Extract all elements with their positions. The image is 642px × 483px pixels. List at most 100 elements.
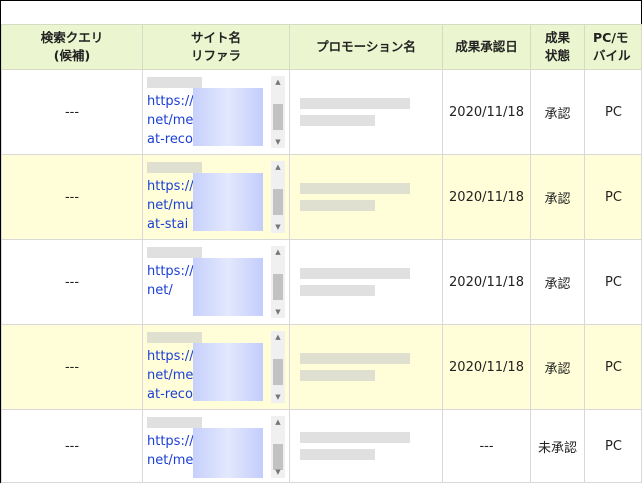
header-row: 検索クエリ (候補) サイト名リファラ プロモーション名 成果承認日 成果状態 P… xyxy=(1,24,642,70)
scroll-up-icon[interactable]: ▲ xyxy=(275,333,281,341)
referrer-link[interactable]: net/me xyxy=(147,113,194,128)
header-site-label: サイト名 xyxy=(190,30,241,45)
table-row: --- https:// net/mer at-recor ▲ ▼ 2020/11… xyxy=(1,324,642,410)
redacted-promotion xyxy=(300,370,375,381)
redacted-promotion xyxy=(300,449,375,460)
site-scroll-box[interactable]: https:// net/me at-recor xyxy=(147,73,289,151)
referrer-link[interactable]: at-recor xyxy=(147,132,199,147)
redacted-url xyxy=(193,173,263,231)
redacted-url xyxy=(193,428,263,478)
scroll-down-icon[interactable]: ▼ xyxy=(275,468,281,476)
results-table: 検索クエリ (候補) サイト名リファラ プロモーション名 成果承認日 成果状態 P… xyxy=(1,24,642,483)
scroll-up-icon[interactable]: ▲ xyxy=(275,418,281,426)
scroll-down-icon[interactable]: ▼ xyxy=(275,223,281,231)
site-scroll-box[interactable]: https:// net/mer at-recor xyxy=(147,328,289,406)
device-cell: PC xyxy=(584,409,642,483)
site-cell: https:// net/mu at-stai ▲ ▼ xyxy=(142,154,290,240)
scroll-down-icon[interactable]: ▼ xyxy=(275,308,281,316)
redacted-promotion xyxy=(300,353,410,364)
query-cell: --- xyxy=(1,239,143,325)
redacted-promotion xyxy=(300,285,375,296)
header-status-label: 成果 xyxy=(544,30,570,45)
promotion-cell xyxy=(289,324,443,410)
header-device: PC/モバイル xyxy=(584,24,642,70)
header-site: サイト名 リファラ xyxy=(142,24,290,70)
scroll-thumb[interactable] xyxy=(273,274,283,300)
device-cell: PC xyxy=(584,154,642,240)
scroll-thumb[interactable] xyxy=(273,104,283,130)
header-status: 成果 状態 xyxy=(530,24,585,70)
scrollbar[interactable]: ▲ ▼ xyxy=(271,246,285,318)
date-cell: --- xyxy=(442,409,531,483)
scrollbar[interactable]: ▲ ▼ xyxy=(271,76,285,148)
scroll-thumb[interactable] xyxy=(273,359,283,385)
query-cell: --- xyxy=(1,154,143,240)
header-site-sub: リファラ xyxy=(190,48,241,63)
device-cell: PC xyxy=(584,69,642,155)
scrollbar[interactable]: ▲ ▼ xyxy=(271,416,285,478)
scroll-up-icon[interactable]: ▲ xyxy=(275,78,281,86)
scroll-up-icon[interactable]: ▲ xyxy=(275,248,281,256)
site-cell: https:// net/mer ▲ ▼ xyxy=(142,409,290,483)
redacted-site-name xyxy=(147,332,202,343)
date-cell: 2020/11/18 xyxy=(442,69,531,155)
referrer-link[interactable]: at-stai xyxy=(147,217,189,232)
redacted-promotion xyxy=(300,432,410,443)
status-cell: 承認 xyxy=(530,324,585,410)
scroll-thumb[interactable] xyxy=(273,444,283,470)
referrer-link[interactable]: https:// xyxy=(147,94,194,109)
redacted-promotion xyxy=(300,115,375,126)
scroll-up-icon[interactable]: ▲ xyxy=(275,163,281,171)
status-cell: 承認 xyxy=(530,69,585,155)
redacted-promotion xyxy=(300,200,375,211)
header-promo: プロモーション名 xyxy=(289,24,443,70)
scrollbar[interactable]: ▲ ▼ xyxy=(271,331,285,403)
redacted-site-name xyxy=(147,77,202,88)
site-scroll-box[interactable]: https:// net/ xyxy=(147,243,289,321)
referrer-link[interactable]: net/mer xyxy=(147,368,199,383)
referrer-link[interactable]: https:// xyxy=(147,179,194,194)
referrer-link[interactable]: net/mer xyxy=(147,453,199,468)
scrollbar[interactable]: ▲ ▼ xyxy=(271,161,285,233)
header-device-sub: バイル xyxy=(593,48,631,63)
referrer-link[interactable]: https:// xyxy=(147,264,194,279)
site-cell: https:// net/mer at-recor ▲ ▼ xyxy=(142,324,290,410)
header-query-label: 検索クエリ xyxy=(40,30,104,45)
redacted-promotion xyxy=(300,268,410,279)
referrer-link[interactable]: net/mu xyxy=(147,198,194,213)
header-device-label: PC/モ xyxy=(593,30,629,45)
date-cell: 2020/11/18 xyxy=(442,324,531,410)
header-query-sub: (候補) xyxy=(53,48,91,63)
referrer-link[interactable]: https:// xyxy=(147,434,194,449)
query-cell: --- xyxy=(1,69,143,155)
referrer-link[interactable]: https:// xyxy=(147,349,194,364)
scroll-down-icon[interactable]: ▼ xyxy=(275,138,281,146)
promotion-cell xyxy=(289,69,443,155)
site-cell: https:// net/me at-recor ▲ ▼ xyxy=(142,69,290,155)
promotion-cell xyxy=(289,409,443,483)
date-cell: 2020/11/18 xyxy=(442,154,531,240)
scroll-thumb[interactable] xyxy=(273,189,283,215)
table-row: --- https:// net/mu at-stai ▲ ▼ 2020/11/1… xyxy=(1,154,642,240)
scroll-down-icon[interactable]: ▼ xyxy=(275,393,281,401)
referrer-link[interactable]: net/ xyxy=(147,283,173,298)
promotion-cell xyxy=(289,239,443,325)
redacted-site-name xyxy=(147,417,202,428)
promotion-cell xyxy=(289,154,443,240)
site-scroll-box[interactable]: https:// net/mer xyxy=(147,413,289,479)
site-cell: https:// net/ ▲ ▼ xyxy=(142,239,290,325)
table-row: --- https:// net/me at-recor ▲ ▼ 2020/11/… xyxy=(1,69,642,155)
header-status-sub: 状態 xyxy=(544,48,570,63)
redacted-promotion xyxy=(300,183,410,194)
header-query: 検索クエリ (候補) xyxy=(1,24,143,70)
device-cell: PC xyxy=(584,324,642,410)
status-cell: 未承認 xyxy=(530,409,585,483)
referrer-link[interactable]: at-recor xyxy=(147,387,199,402)
query-cell: --- xyxy=(1,409,143,483)
site-scroll-box[interactable]: https:// net/mu at-stai xyxy=(147,158,289,236)
status-cell: 承認 xyxy=(530,154,585,240)
header-date: 成果承認日 xyxy=(442,24,531,70)
table-row: --- https:// net/mer ▲ ▼ --- 未承認 PC xyxy=(1,409,642,483)
query-cell: --- xyxy=(1,324,143,410)
